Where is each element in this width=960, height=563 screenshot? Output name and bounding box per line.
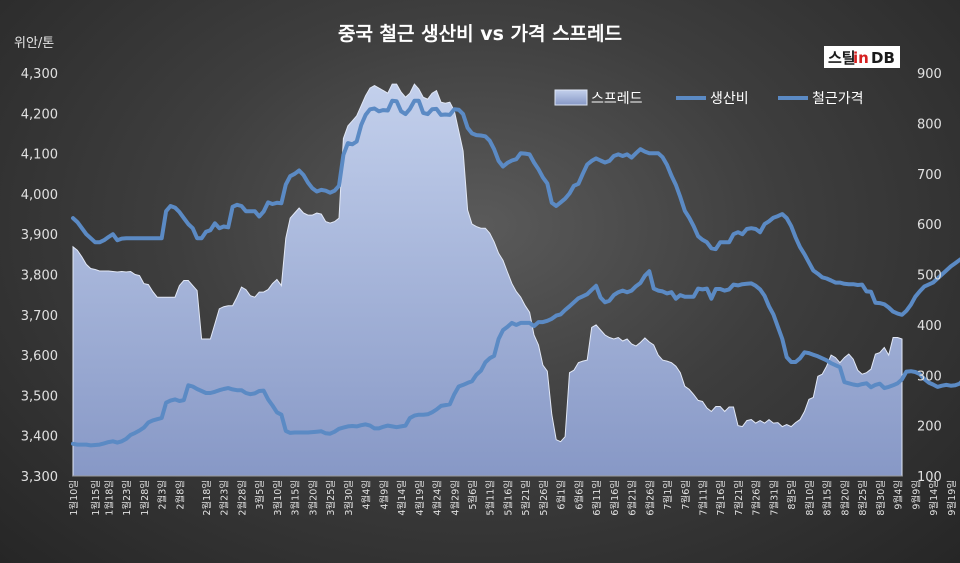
x-tick-label: 7월6일 [680, 480, 692, 510]
y-left-tick-label: 3,600 [21, 349, 58, 364]
x-tick-label: 1월10일 [68, 480, 80, 516]
x-tick-label: 5월16일 [502, 480, 514, 516]
x-tick-label: 7월26일 [751, 480, 763, 516]
x-tick-label: 4월14일 [396, 480, 408, 516]
x-tick-label: 8월15일 [822, 480, 834, 516]
y-right-tick-label: 100 [917, 470, 942, 485]
logo-text-main: 스틸 [828, 49, 856, 67]
y-left-tick-label: 4,300 [21, 67, 58, 82]
y-right-tick-label: 700 [917, 168, 942, 183]
legend-label-cost: 생산비 [710, 91, 749, 107]
logo-text-db: DB [871, 49, 895, 67]
y-left-axis-label: 위안/톤 [14, 36, 54, 51]
x-tick-label: 4월4일 [361, 480, 373, 510]
x-tick-label: 1월28일 [139, 480, 151, 516]
x-tick-label: 6월6일 [573, 480, 585, 510]
y-left-tick-label: 3,400 [21, 430, 58, 445]
x-tick-label: 7월1일 [662, 480, 674, 510]
y-left-tick-label: 3,700 [21, 309, 58, 324]
x-tick-label: 3월10일 [272, 480, 284, 516]
x-tick-label: 3월25일 [325, 480, 337, 516]
y-right-tick-label: 500 [917, 269, 942, 284]
x-tick-label: 2월3일 [157, 480, 169, 510]
y-left-tick-label: 3,900 [21, 228, 58, 243]
y-right-tick-label: 300 [917, 369, 942, 384]
x-tick-label: 5월21일 [520, 480, 532, 516]
series-spread-area [72, 83, 903, 477]
y-left-tick-label: 3,800 [21, 269, 58, 284]
x-tick-label: 3월30일 [343, 480, 355, 516]
x-tick-label: 9월19일 [946, 480, 958, 516]
legend-swatch-spread [554, 89, 588, 106]
legend-label-price: 철근가격 [812, 91, 864, 107]
x-tick-label: 6월26일 [644, 480, 656, 516]
x-tick-label: 1월18일 [104, 480, 116, 516]
logo-background [824, 46, 900, 68]
x-tick-label: 8월10일 [804, 480, 816, 516]
y-left-tick-label: 4,200 [21, 107, 58, 122]
series-cost-line [71, 269, 960, 448]
x-tick-label: 1월23일 [121, 480, 133, 516]
x-tick-label: 4월19일 [414, 480, 426, 516]
x-tick-label: 8월20일 [839, 480, 851, 516]
y-right-tick-label: 900 [917, 67, 942, 82]
x-tick-label: 6월16일 [609, 480, 621, 516]
x-tick-label: 4월9일 [378, 480, 390, 510]
x-tick-label: 2월23일 [219, 480, 231, 516]
x-tick-label: 2월8일 [174, 480, 186, 510]
y-left-tick-label: 4,100 [21, 148, 58, 163]
x-tick-label: 6월21일 [627, 480, 639, 516]
x-tick-label: 7월11일 [698, 480, 710, 516]
y-right-tick-label: 800 [917, 117, 942, 132]
x-tick-label: 2월18일 [201, 480, 213, 516]
chart-title: 중국 철근 생산비 vs 가격 스프레드 [338, 23, 622, 45]
x-tick-label: 2월28일 [237, 480, 249, 516]
y-left-tick-label: 4,000 [21, 188, 58, 203]
y-right-tick-label: 400 [917, 319, 942, 334]
y-left-tick-label: 3,500 [21, 389, 58, 404]
x-tick-label: 9월9일 [910, 480, 922, 510]
x-tick-label: 7월31일 [768, 480, 780, 516]
y-right-tick-label: 600 [917, 218, 942, 233]
x-tick-label: 8월5일 [786, 480, 798, 510]
x-tick-label: 9월4일 [893, 480, 905, 510]
x-tick-label: 4월24일 [432, 480, 444, 516]
x-tick-label: 5월11일 [485, 480, 497, 516]
logo-text-in: in [853, 49, 869, 67]
x-tick-label: 6월1일 [556, 480, 568, 510]
x-tick-label: 7월21일 [733, 480, 745, 516]
x-tick-label: 8월30일 [875, 480, 887, 516]
x-tick-label: 9월14일 [928, 480, 940, 516]
x-tick-label: 3월20일 [307, 480, 319, 516]
x-tick-label: 7월16일 [715, 480, 727, 516]
x-tick-label: 8월25일 [857, 480, 869, 516]
steelindb-logo: 스틸 in DB [824, 46, 900, 68]
y-right-tick-label: 200 [917, 420, 942, 435]
x-tick-label: 3월15일 [290, 480, 302, 516]
series-price-line [71, 98, 960, 317]
x-tick-label: 1월15일 [90, 480, 102, 516]
y-left-tick-label: 3,300 [21, 470, 58, 485]
legend-label-spread: 스프레드 [591, 91, 643, 107]
legend: 스프레드 생산비 철근가격 [554, 89, 864, 107]
x-tick-label: 5월6일 [467, 480, 479, 510]
x-tick-label: 4월29일 [449, 480, 461, 516]
x-tick-label: 6월11일 [591, 480, 603, 516]
x-tick-label: 5월26일 [538, 480, 550, 516]
x-tick-label: 3월5일 [254, 480, 266, 510]
